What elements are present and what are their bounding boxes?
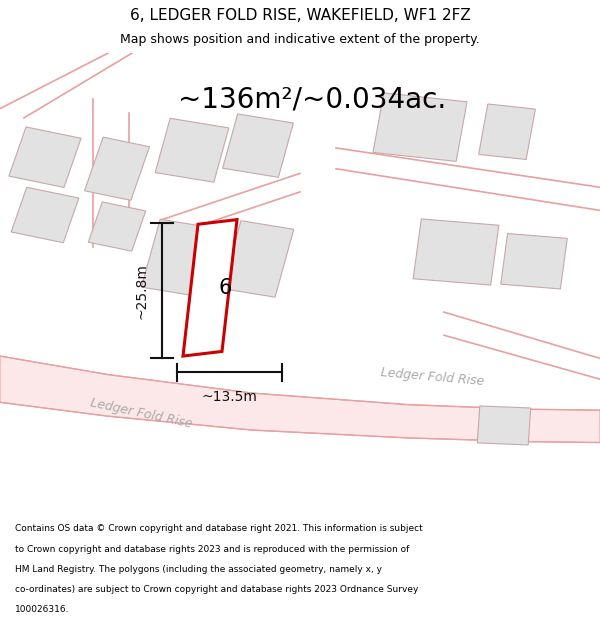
Polygon shape (142, 219, 230, 299)
Polygon shape (9, 127, 81, 188)
Polygon shape (222, 221, 294, 298)
Text: Ledger Fold Rise: Ledger Fold Rise (89, 397, 193, 431)
Text: Map shows position and indicative extent of the property.: Map shows position and indicative extent… (120, 33, 480, 46)
Text: ~13.5m: ~13.5m (202, 390, 257, 404)
Text: HM Land Registry. The polygons (including the associated geometry, namely x, y: HM Land Registry. The polygons (includin… (15, 565, 382, 574)
Text: co-ordinates) are subject to Crown copyright and database rights 2023 Ordnance S: co-ordinates) are subject to Crown copyr… (15, 585, 418, 594)
Polygon shape (477, 406, 531, 445)
Text: 100026316.: 100026316. (15, 605, 70, 614)
Text: Ledger Fold Rise: Ledger Fold Rise (380, 366, 484, 388)
Text: 6: 6 (218, 278, 232, 298)
Polygon shape (501, 234, 567, 289)
Polygon shape (88, 202, 146, 251)
Text: ~25.8m: ~25.8m (135, 263, 149, 319)
Polygon shape (479, 104, 535, 159)
Polygon shape (183, 219, 237, 356)
Polygon shape (11, 188, 79, 242)
Text: to Crown copyright and database rights 2023 and is reproduced with the permissio: to Crown copyright and database rights 2… (15, 544, 409, 554)
Text: Contains OS data © Crown copyright and database right 2021. This information is : Contains OS data © Crown copyright and d… (15, 524, 423, 533)
Polygon shape (373, 93, 467, 161)
Polygon shape (0, 356, 600, 442)
Polygon shape (85, 137, 149, 201)
Text: ~136m²/~0.034ac.: ~136m²/~0.034ac. (178, 86, 446, 113)
Polygon shape (155, 118, 229, 182)
Polygon shape (223, 114, 293, 178)
Polygon shape (413, 219, 499, 285)
Text: 6, LEDGER FOLD RISE, WAKEFIELD, WF1 2FZ: 6, LEDGER FOLD RISE, WAKEFIELD, WF1 2FZ (130, 8, 470, 23)
